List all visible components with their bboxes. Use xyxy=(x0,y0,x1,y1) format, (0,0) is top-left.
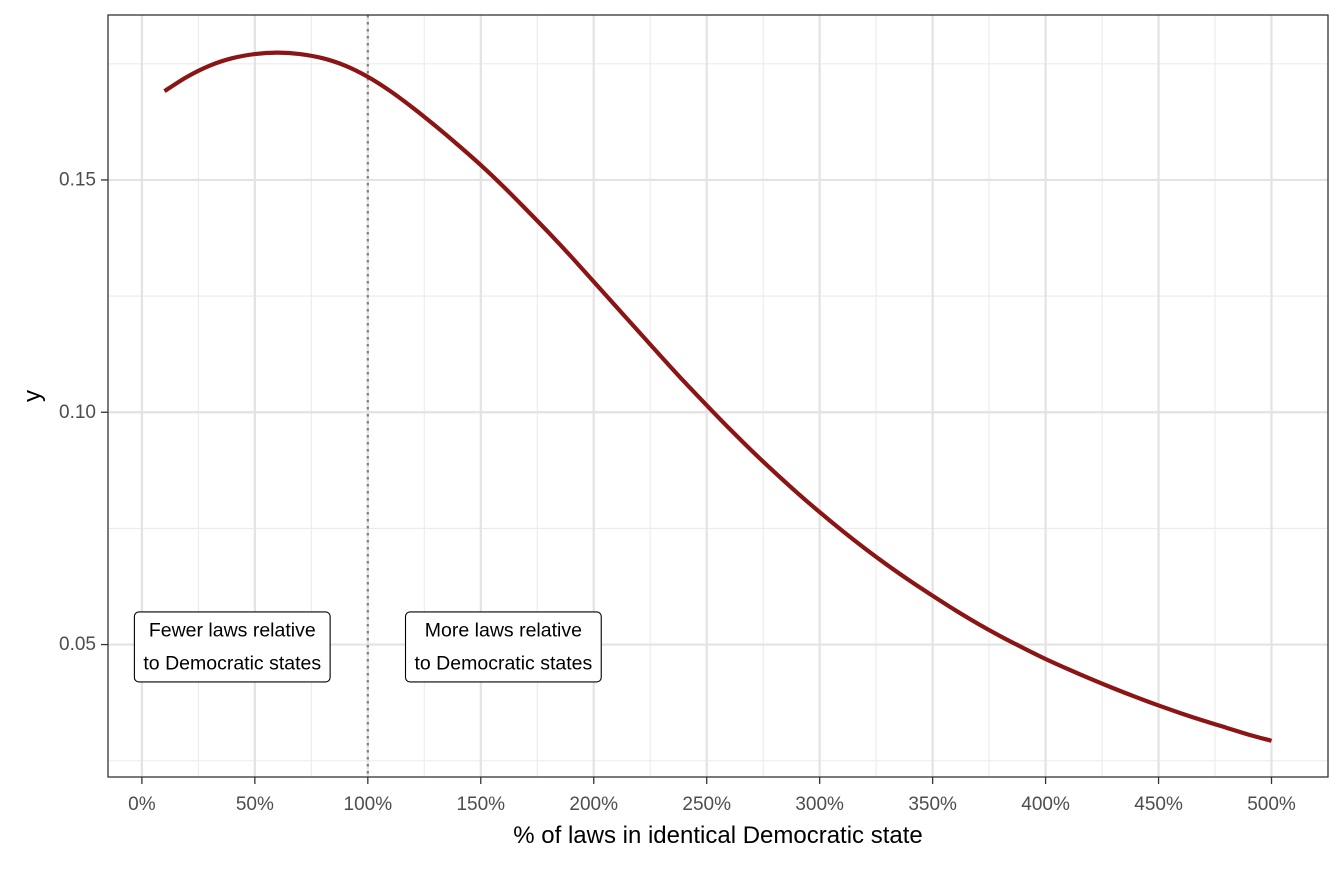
x-tick-label: 400% xyxy=(1021,794,1070,815)
series-layer xyxy=(163,50,1273,743)
x-tick-label: 250% xyxy=(682,794,731,815)
annotation-text: More laws relative xyxy=(425,619,582,641)
annotation-box xyxy=(133,611,331,683)
y-axis-title: y xyxy=(19,390,46,402)
x-tick-label: 100% xyxy=(344,794,393,815)
x-axis: 0% 50% 100% 150% 200% 250% 300% 350% 400% 450% 500… xyxy=(128,777,1296,815)
y-tick-label: 0.10 xyxy=(59,402,96,423)
x-tick-label: 50% xyxy=(236,794,274,815)
panel-border xyxy=(107,14,1329,778)
x-tick-label: 150% xyxy=(456,794,505,815)
series-line xyxy=(163,50,1273,743)
minor-gridlines xyxy=(108,15,1328,777)
annotation-text: Fewer laws relative xyxy=(149,619,316,641)
y-axis: 0.05 0.10 0.15 xyxy=(59,169,108,655)
annotation-box xyxy=(404,611,602,683)
annotation-text: to Democratic states xyxy=(143,652,321,674)
y-tick-label: 0.05 xyxy=(59,634,96,655)
annotation-text: to Democratic states xyxy=(415,652,593,674)
x-tick-label: 450% xyxy=(1134,794,1183,815)
major-gridlines xyxy=(108,15,1328,777)
x-tick-label: 200% xyxy=(569,794,618,815)
x-tick-label: 500% xyxy=(1247,794,1296,815)
x-tick-label: 0% xyxy=(128,794,156,815)
x-tick-label: 350% xyxy=(908,794,957,815)
annotation-label: More laws relative to Democratic states xyxy=(404,611,602,683)
x-axis-title: % of laws in identical Democratic state xyxy=(513,822,923,849)
x-tick-label: 300% xyxy=(795,794,844,815)
y-tick-label: 0.15 xyxy=(59,169,96,190)
annotation-label: Fewer laws relative to Democratic states xyxy=(133,611,331,683)
